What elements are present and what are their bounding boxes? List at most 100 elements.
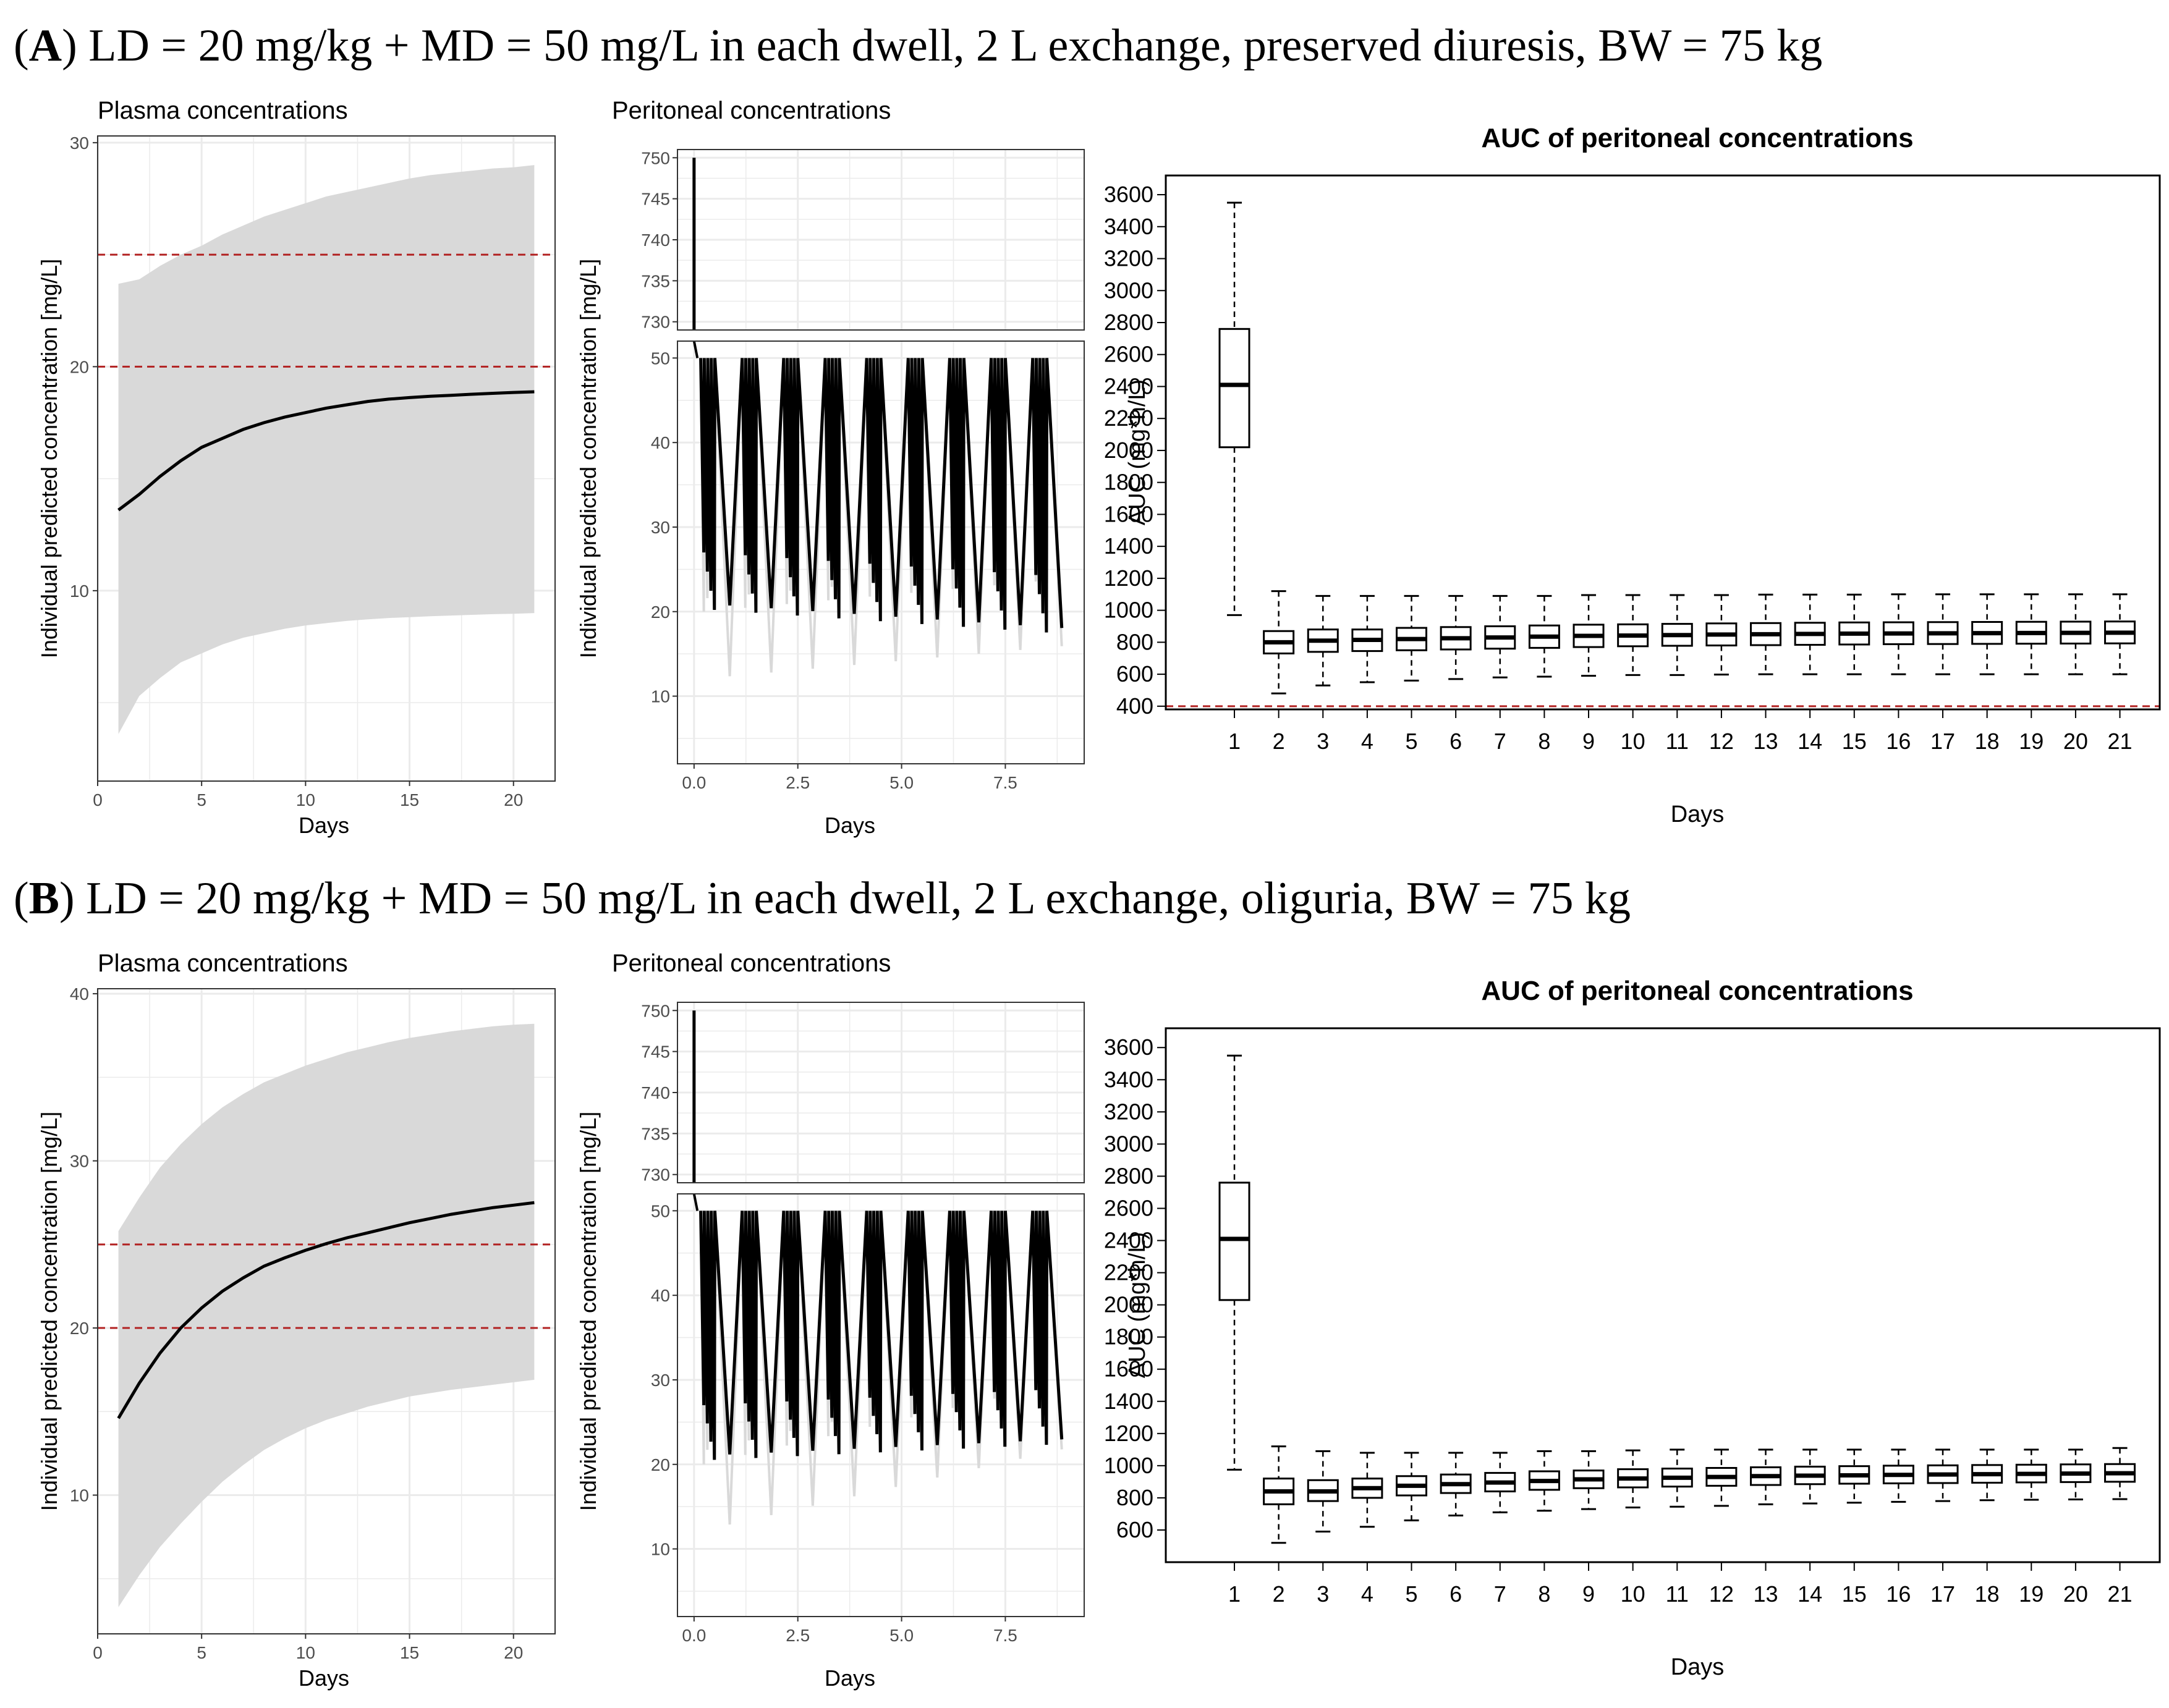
x-tick-label: 12: [1709, 1581, 1734, 1607]
panel-b-plasma-title: Plasma concentrations: [98, 950, 348, 977]
plot-border: [97, 135, 556, 782]
x-tick-label: 5: [197, 790, 206, 810]
x-tick-label: 3: [1317, 1581, 1329, 1607]
panel-b-peritoneal-title: Peritoneal concentrations: [612, 950, 891, 977]
panel-a-peritoneal-xlabel: Days: [825, 813, 875, 838]
panel-b-plasma-chart: 0 5 10 15 20 10 20 30 40: [70, 984, 556, 1662]
x-tick-label: 13: [1754, 1581, 1778, 1607]
x-tick-label: 15: [1842, 729, 1867, 754]
median-line: [117, 1201, 535, 1419]
plot-border: [1165, 1027, 2161, 1563]
panel-a-plasma-ylabel: Individual predicted concentration [mg/L…: [36, 259, 62, 658]
x-tick-label: 18: [1975, 729, 2000, 754]
x-tick-label: 14: [1798, 1581, 1822, 1607]
y-tick-label: 2400: [1104, 1228, 1153, 1253]
loading-dose-decay: [692, 1193, 699, 1211]
y-tick-label: 20: [70, 1319, 89, 1338]
lower-plot-border: [677, 340, 1085, 764]
x-tick-label: 7.5: [993, 773, 1017, 792]
panel-a-auc-xlabel: Days: [1671, 801, 1725, 827]
loading-dose-decay: [692, 340, 699, 358]
x-tick-label: 10: [296, 790, 315, 810]
plot-border: [97, 988, 556, 1634]
panel-a-caption: (A) LD = 20 mg/kg + MD = 50 mg/L in each…: [14, 20, 1822, 71]
y-tick-label: 1800: [1104, 1324, 1153, 1350]
x-tick-label: 2.5: [786, 773, 810, 792]
panel-a-peritoneal-ylabel: Individual predicted concentration [mg/L…: [575, 259, 601, 658]
x-tick-label: 0: [93, 1643, 103, 1662]
panel-b-plasma-ylabel: Individual predicted concentration [mg/L…: [36, 1112, 62, 1511]
x-tick-label: 20: [504, 790, 523, 810]
y-tick-label: 1000: [1104, 1453, 1153, 1478]
panel-b-peritoneal-chart: 730 735 740 745 750 10 20 30 40 50 0.0 2.5 5.0 7.5: [641, 1001, 1085, 1645]
median-line: [117, 390, 535, 512]
median-sawtooth: [699, 1211, 1064, 1460]
y-tick-label: 750: [641, 148, 670, 167]
y-tick-label: 2000: [1104, 438, 1153, 463]
x-tick-label: 0.0: [682, 773, 706, 792]
prediction-interval-band: [118, 1023, 535, 1607]
y-tick-label: 3000: [1104, 277, 1153, 303]
x-tick-label: 5.0: [889, 1626, 914, 1645]
x-tick-label: 9: [1582, 729, 1595, 754]
x-tick-label: 2: [1273, 729, 1285, 754]
y-tick-label: 40: [70, 984, 89, 1004]
x-tick-label: 1: [1228, 729, 1241, 754]
plot-border: [1165, 174, 2161, 711]
iqr-box: [1218, 328, 1250, 449]
x-tick-label: 14: [1798, 729, 1822, 754]
x-tick-label: 0: [93, 790, 103, 810]
x-tick-label: 10: [1621, 1581, 1645, 1607]
y-tick-label: 1400: [1104, 533, 1153, 559]
panel-a-letter: A: [29, 20, 62, 71]
y-tick-label: 745: [641, 1042, 670, 1062]
x-tick-label: 11: [1666, 1581, 1689, 1607]
y-tick-label: 750: [641, 1001, 670, 1020]
y-tick-label: 1600: [1104, 1356, 1153, 1382]
panel-b-plasma-xlabel: Days: [299, 1665, 349, 1691]
x-tick-label: 17: [1930, 729, 1955, 754]
lower-plot-border: [677, 1193, 1085, 1617]
x-tick-label: 5.0: [889, 773, 914, 792]
y-tick-label: 600: [1116, 1517, 1153, 1542]
y-tick-label: 2400: [1104, 373, 1153, 399]
x-tick-label: 19: [2019, 1581, 2044, 1607]
y-tick-label: 20: [70, 357, 89, 376]
x-tick-label: 15: [400, 790, 419, 810]
x-tick-label: 11: [1666, 729, 1689, 754]
x-tick-label: 4: [1361, 1581, 1373, 1607]
y-tick-label: 730: [641, 313, 670, 332]
panel-b-caption-text: ) LD = 20 mg/kg + MD = 50 mg/L in each d…: [59, 873, 1631, 924]
y-tick-label: 30: [70, 1152, 89, 1171]
y-tick-label: 50: [651, 1201, 670, 1220]
x-tick-label: 15: [400, 1643, 419, 1662]
y-tick-label: 1600: [1104, 501, 1153, 526]
y-tick-label: 735: [641, 271, 670, 290]
y-tick-label: 735: [641, 1124, 670, 1143]
prediction-interval-band: [118, 165, 535, 734]
y-tick-label: 3200: [1104, 246, 1153, 271]
y-tick-label: 740: [641, 1083, 670, 1102]
y-tick-label: 2200: [1104, 1260, 1153, 1285]
x-tick-label: 7: [1494, 729, 1506, 754]
x-tick-label: 18: [1975, 1581, 2000, 1607]
x-tick-label: 3: [1317, 729, 1329, 754]
panel-b-auc-ylabel: AUC (mg*h/L): [1124, 1232, 1150, 1379]
x-tick-label: 20: [504, 1643, 523, 1662]
y-tick-label: 3000: [1104, 1131, 1153, 1156]
y-tick-label: 3400: [1104, 214, 1153, 239]
x-tick-label: 15: [1842, 1581, 1867, 1607]
x-tick-label: 20: [2063, 729, 2088, 754]
y-tick-label: 3600: [1104, 1034, 1153, 1060]
panel-a-auc-ylabel: AUC (mg*h/L): [1124, 379, 1150, 526]
y-tick-label: 745: [641, 190, 670, 209]
panel-b-auc-xlabel: Days: [1671, 1654, 1725, 1680]
panel-a-peritoneal-chart: 730 735 740 745 750 10 20 30 40 50 0.0 2.5 5.0 7.5: [641, 148, 1085, 792]
panel-a-plasma-xlabel: Days: [299, 813, 349, 838]
y-tick-label: 30: [70, 133, 89, 153]
x-tick-label: 17: [1930, 1581, 1955, 1607]
y-tick-label: 2800: [1104, 1163, 1153, 1188]
y-tick-label: 400: [1116, 693, 1153, 719]
iqr-box: [1218, 1182, 1250, 1301]
